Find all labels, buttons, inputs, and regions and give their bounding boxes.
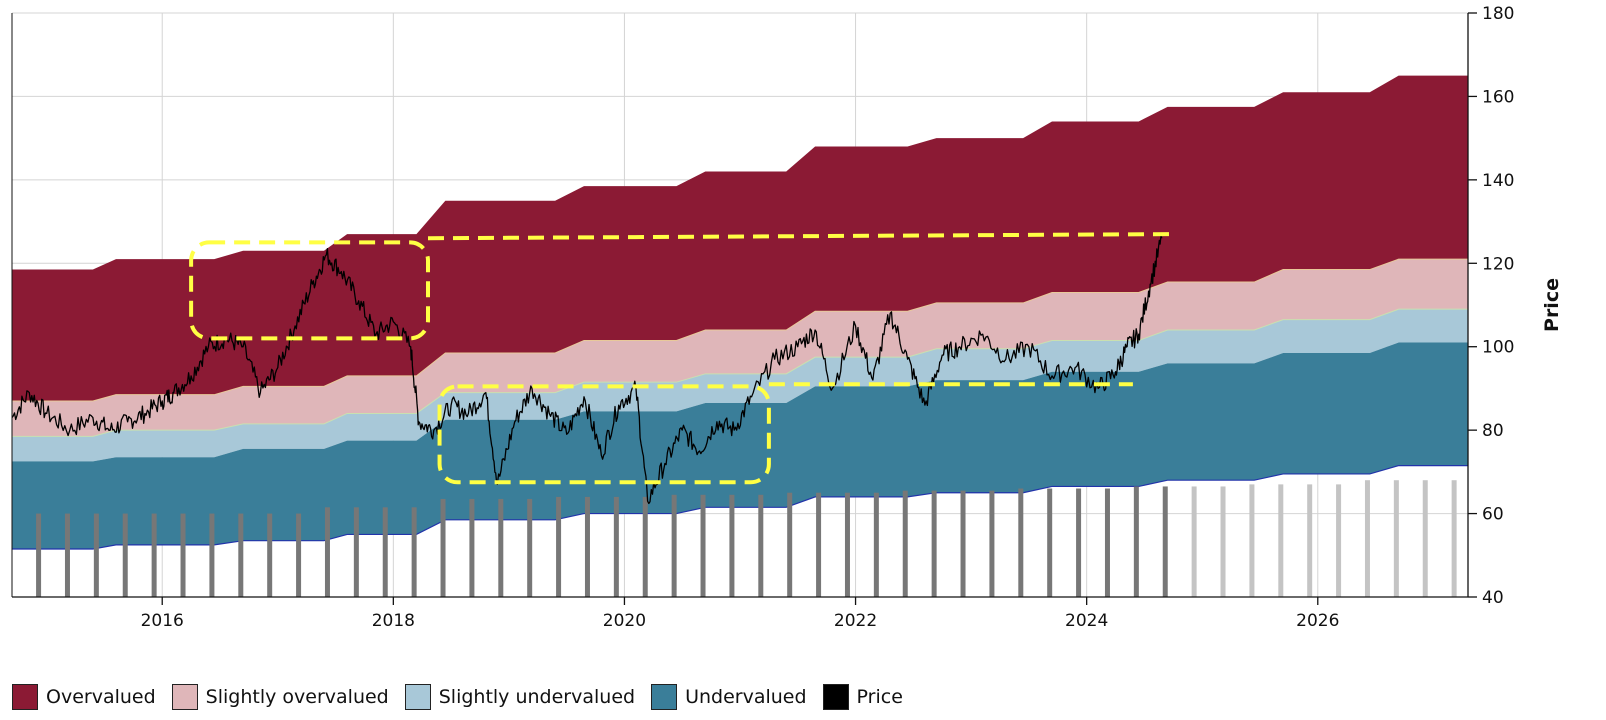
annotation-box-1 xyxy=(437,384,771,485)
volume-bar xyxy=(498,498,504,597)
valuation-bands xyxy=(12,75,1468,550)
volume-bar xyxy=(787,492,793,597)
legend-swatch-slightly-overvalued xyxy=(171,684,198,710)
band-undervalued xyxy=(12,342,1468,550)
volume-bar xyxy=(440,498,446,597)
legend-item-overvalued: Overvalued xyxy=(12,684,156,710)
legend-swatch-price xyxy=(822,684,849,710)
volume-bar xyxy=(758,494,764,597)
volume-bar xyxy=(267,513,273,597)
band-slightly-overvalued xyxy=(12,259,1468,437)
volume-bar xyxy=(584,496,590,597)
y-tick-label-120: 120 xyxy=(1482,254,1514,274)
x-tick-label-2016: 2016 xyxy=(141,611,184,631)
volume-bar xyxy=(469,498,475,597)
volume-bar xyxy=(209,513,215,597)
volume-bars xyxy=(36,480,1457,597)
legend-label-price: Price xyxy=(856,686,903,708)
legend-item-price: Price xyxy=(822,684,903,710)
volume-bar xyxy=(1364,480,1370,597)
volume-bar xyxy=(931,490,937,597)
y-axis-title: Price xyxy=(1541,278,1563,332)
legend-label-overvalued: Overvalued xyxy=(46,686,156,708)
x-tick-label-2020: 2020 xyxy=(603,611,646,631)
volume-bar xyxy=(1336,484,1342,597)
band-edge-base xyxy=(12,465,1468,550)
x-tick-label-2026: 2026 xyxy=(1296,611,1339,631)
price-series xyxy=(11,234,1163,505)
band-edge-slightly-undervalued xyxy=(12,308,1468,437)
volume-bar xyxy=(816,492,822,597)
legend-item-slightly-undervalued: Slightly undervalued xyxy=(404,684,636,710)
legend-label-undervalued: Undervalued xyxy=(685,686,807,708)
y-tick-label-160: 160 xyxy=(1482,87,1514,107)
chart-svg: 40 60 80 100 120 140 160 180 2016 2018 2020 2022 202… xyxy=(11,4,1563,631)
volume-bar xyxy=(36,513,42,597)
volume-bar xyxy=(1249,484,1255,597)
legend-swatch-overvalued xyxy=(12,684,38,710)
volume-bar xyxy=(296,513,302,597)
volume-bar xyxy=(1220,486,1226,597)
volume-bar xyxy=(873,492,879,597)
volume-bar xyxy=(1278,484,1284,597)
volume-bar xyxy=(902,490,908,597)
volume-bar xyxy=(238,513,244,597)
volume-bar xyxy=(151,513,157,597)
volume-bar xyxy=(1191,486,1197,597)
legend-item-slightly-overvalued: Slightly overvalued xyxy=(171,684,389,710)
volume-bar xyxy=(671,494,677,597)
volume-bar xyxy=(1104,488,1110,597)
x-tick-label-2022: 2022 xyxy=(834,611,877,631)
volume-bar xyxy=(613,496,619,597)
annotation-box-0 xyxy=(189,240,430,341)
y-tick-label-40: 40 xyxy=(1482,588,1504,608)
volume-bar xyxy=(1047,488,1053,597)
volume-bar xyxy=(527,498,533,597)
volume-bar xyxy=(411,507,417,597)
x-tick-label-2024: 2024 xyxy=(1065,611,1108,631)
volume-bar xyxy=(960,490,966,597)
y-tick-label-180: 180 xyxy=(1482,4,1514,24)
legend-swatch-slightly-undervalued xyxy=(404,684,431,710)
volume-bar xyxy=(1451,480,1457,597)
axes: 40 60 80 100 120 140 160 180 2016 2018 2020 2022 202… xyxy=(11,4,1514,631)
legend-label-slightly-undervalued: Slightly undervalued xyxy=(438,686,636,708)
volume-bar xyxy=(642,496,648,597)
legend: Overvalued Slightly overvalued Slightly … xyxy=(12,684,919,710)
volume-bar xyxy=(93,513,99,597)
volume-bar xyxy=(1162,486,1168,597)
y-tick-label-100: 100 xyxy=(1482,338,1514,358)
legend-swatch-undervalued xyxy=(651,684,678,710)
band-edge-slightly-overvalued xyxy=(12,258,1468,402)
volume-bar xyxy=(1018,488,1024,597)
volume-bar xyxy=(700,494,706,597)
volume-bar xyxy=(1393,480,1399,597)
volume-bar xyxy=(989,490,995,597)
volume-bar xyxy=(1307,484,1313,597)
legend-item-undervalued: Undervalued xyxy=(651,684,807,710)
volume-bar xyxy=(729,494,735,597)
volume-bar xyxy=(1422,480,1428,597)
annotations xyxy=(189,232,1174,485)
y-tick-label-60: 60 xyxy=(1482,505,1504,525)
volume-bar xyxy=(556,496,562,597)
volume-bar xyxy=(64,513,70,597)
legend-label-slightly-overvalued: Slightly overvalued xyxy=(205,686,389,708)
x-tick-label-2018: 2018 xyxy=(372,611,415,631)
y-tick-label-80: 80 xyxy=(1482,421,1504,441)
volume-bar xyxy=(1133,486,1139,597)
volume-bar xyxy=(324,507,330,597)
volume-bar xyxy=(122,513,128,597)
volume-bar xyxy=(382,507,388,597)
price-line xyxy=(11,234,1163,505)
volume-bar xyxy=(353,507,359,597)
volume-bar xyxy=(180,513,186,597)
volume-bar xyxy=(1076,488,1082,597)
volume-bar xyxy=(844,492,850,597)
y-tick-label-140: 140 xyxy=(1482,171,1514,191)
